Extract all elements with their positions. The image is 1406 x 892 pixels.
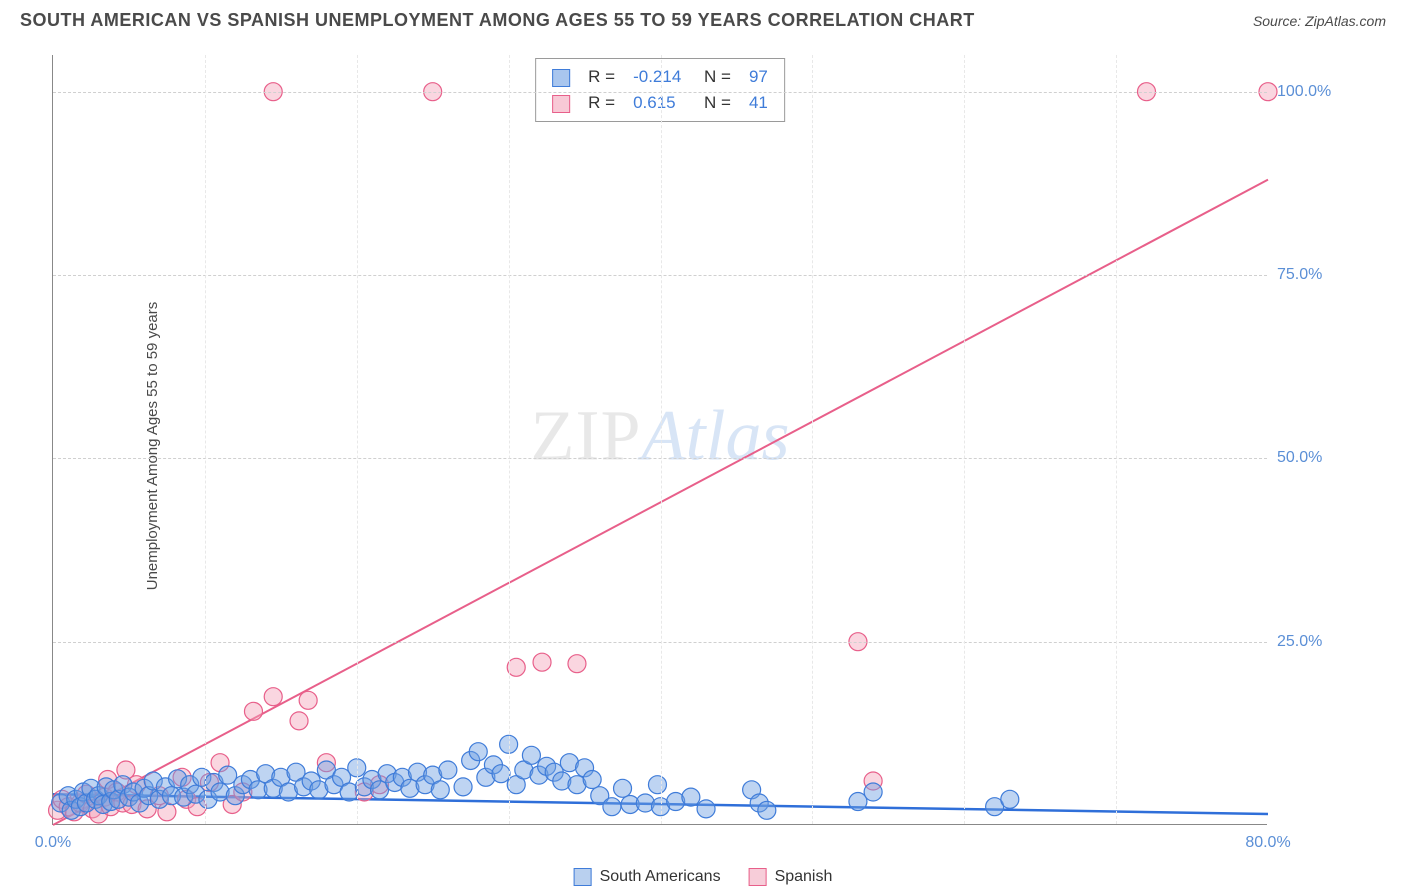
data-point <box>507 658 525 676</box>
legend-item: Spanish <box>749 868 833 886</box>
data-point <box>454 778 472 796</box>
source-credit: Source: ZipAtlas.com <box>1253 13 1386 29</box>
data-point <box>469 743 487 761</box>
scatter-plot: ZIPAtlas R =-0.214 N =97R =0.615 N =41 2… <box>52 55 1267 825</box>
legend-swatch <box>749 868 767 886</box>
data-point <box>568 655 586 673</box>
gridline-v <box>661 55 662 824</box>
data-point <box>682 788 700 806</box>
legend-label: South Americans <box>600 868 721 886</box>
chart-header: SOUTH AMERICAN VS SPANISH UNEMPLOYMENT A… <box>0 0 1406 36</box>
source-name: ZipAtlas.com <box>1305 13 1386 29</box>
stat-n-label: N = <box>691 65 739 89</box>
data-point <box>1001 790 1019 808</box>
data-point <box>583 771 601 789</box>
y-tick-label: 75.0% <box>1277 266 1347 284</box>
gridline-v <box>205 55 206 824</box>
data-point <box>522 746 540 764</box>
data-point <box>431 781 449 799</box>
legend-swatch <box>574 868 592 886</box>
y-tick-label: 25.0% <box>1277 633 1347 651</box>
y-tick-label: 50.0% <box>1277 449 1347 467</box>
data-point <box>492 765 510 783</box>
gridline-v <box>812 55 813 824</box>
data-point <box>299 691 317 709</box>
series-legend: South Americans Spanish <box>574 868 833 886</box>
data-point <box>758 801 776 819</box>
stat-n-value: 97 <box>741 65 776 89</box>
legend-label: Spanish <box>775 868 833 886</box>
stat-n-value: 41 <box>741 91 776 115</box>
legend-swatch <box>552 69 570 87</box>
source-prefix: Source: <box>1253 13 1305 29</box>
stat-r-value: 0.615 <box>625 91 689 115</box>
x-tick-label: 0.0% <box>35 834 71 852</box>
chart-title: SOUTH AMERICAN VS SPANISH UNEMPLOYMENT A… <box>20 10 975 31</box>
data-point <box>614 779 632 797</box>
stat-r-label: R = <box>580 91 623 115</box>
data-point <box>603 798 621 816</box>
stat-r-value: -0.214 <box>625 65 689 89</box>
legend-swatch <box>552 95 570 113</box>
gridline-v <box>509 55 510 824</box>
gridline-v <box>964 55 965 824</box>
gridline-v <box>1116 55 1117 824</box>
x-tick-label: 80.0% <box>1245 834 1290 852</box>
stat-r-label: R = <box>580 65 623 89</box>
legend-item: South Americans <box>574 868 721 886</box>
data-point <box>533 653 551 671</box>
data-point <box>648 776 666 794</box>
data-point <box>439 761 457 779</box>
data-point <box>697 800 715 818</box>
data-point <box>264 688 282 706</box>
data-point <box>864 783 882 801</box>
stat-n-label: N = <box>691 91 739 115</box>
data-point <box>244 702 262 720</box>
data-point <box>290 712 308 730</box>
y-tick-label: 100.0% <box>1277 83 1347 101</box>
gridline-v <box>357 55 358 824</box>
